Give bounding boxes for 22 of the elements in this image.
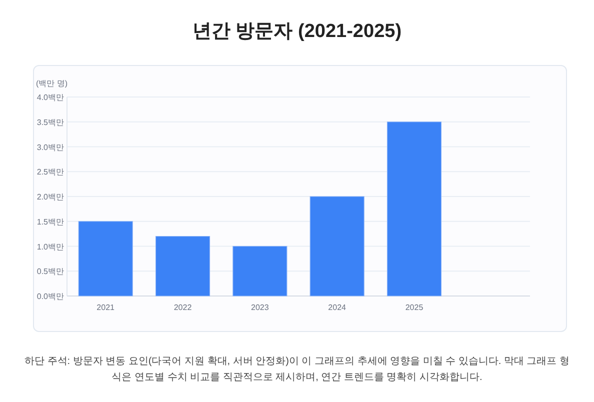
chart-title: 년간 방문자 (2021-2025)	[191, 20, 403, 44]
y-axis-title: (백만 명)	[36, 79, 68, 88]
x-tick-label: 2021	[96, 303, 116, 312]
bar	[386, 122, 442, 296]
bar	[155, 236, 210, 296]
y-tick-label: 2.5백만	[36, 168, 64, 177]
x-tick-label: 2025	[405, 303, 424, 312]
x-tick-label: 2022	[174, 303, 192, 312]
y-tick-label: 0.0백만	[36, 292, 64, 301]
y-tick-label: 0.5백만	[36, 267, 64, 276]
y-tick-label: 2.0백만	[36, 192, 64, 202]
y-tick-label: 1.5백만	[36, 217, 64, 226]
y-tick-label: 4.0백만	[36, 93, 64, 102]
x-tick-label: 2024	[328, 303, 347, 312]
text: 하단 주석: 방문자 변동 요인(다국어 지원 확대, 서버 안정화)이 이 그래프의 추세에 영향을 미칠 수 있습니다. 막대 그래프 형식은 연도별 수치 비교를 직관적으로 제시하며, 연간 트렌드를 명확히 시각화합니다.	[23, 355, 570, 385]
y-tick-label: 3.0백만	[36, 142, 64, 152]
bar	[78, 221, 133, 296]
x-tick-label: 2023	[251, 303, 270, 312]
y-tick-label: 1.0백만	[36, 242, 64, 252]
bar	[310, 196, 364, 296]
bar	[232, 246, 288, 296]
y-tick-label: 3.5백만	[36, 118, 64, 127]
